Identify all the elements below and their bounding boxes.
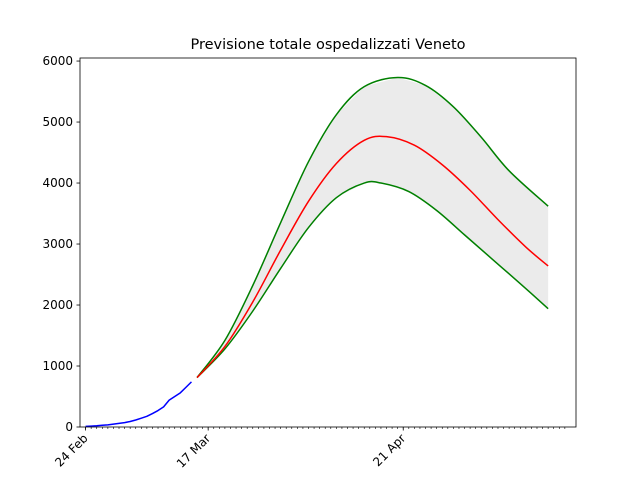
series-line-upper-bound [196, 76, 549, 379]
y-tick-label: 1000 [42, 359, 73, 373]
y-tick-label: 2000 [42, 298, 73, 312]
confidence-band [197, 77, 549, 378]
series-line-lower-bound [196, 180, 549, 379]
series-line-forecast [196, 135, 549, 379]
series-line-observed [85, 381, 192, 428]
y-tick-label: 3000 [42, 237, 73, 251]
y-tick-label: 4000 [42, 176, 73, 190]
chart-title: Previsione totale ospedalizzati Veneto [190, 37, 465, 53]
y-tick-label: 5000 [42, 115, 73, 129]
axes-frame [79, 57, 577, 428]
y-tick-label: 0 [65, 420, 73, 434]
y-tick-label: 6000 [42, 54, 73, 68]
